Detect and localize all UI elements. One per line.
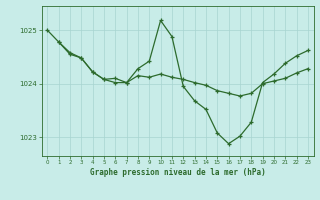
X-axis label: Graphe pression niveau de la mer (hPa): Graphe pression niveau de la mer (hPa) <box>90 168 266 177</box>
